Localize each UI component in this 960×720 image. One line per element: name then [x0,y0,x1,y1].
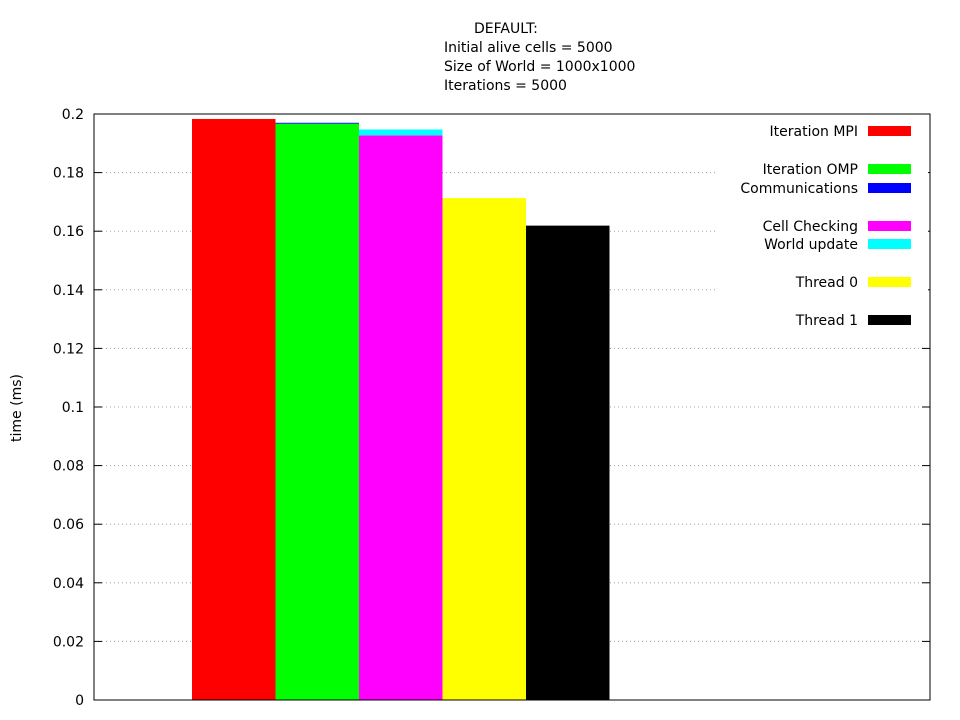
legend-swatch [868,126,911,136]
legend-background [716,118,928,298]
legend-label: Thread 0 [795,275,858,291]
legend-label: Thread 1 [795,313,858,329]
bar-cell-checking [359,135,443,700]
y-tick-label: 0.06 [53,517,84,533]
bar-thread-1 [526,225,610,700]
y-tick-label: 0.08 [53,459,84,475]
legend-swatch [868,183,911,193]
legend-swatch [868,221,911,231]
legend-label: Cell Checking [763,219,858,235]
y-axis-ticks: 0 0.02 0.04 0.06 0.08 0.1 0.12 0.14 0.16 0.18 0.2 [53,107,930,709]
bar-iteration-omp [275,123,359,700]
y-tick-label: 0.16 [53,224,84,240]
bar-world-update [359,129,443,136]
y-axis-label: time (ms) [9,374,25,442]
bars [192,118,610,700]
legend-label: Communications [740,181,858,197]
y-tick-label: 0.14 [53,283,84,299]
y-tick-label: 0.1 [62,400,84,416]
y-tick-label: 0 [75,693,84,709]
chart-title: DEFAULT: Initial alive cells = 5000 Size… [444,21,635,94]
bar-communications [275,122,359,124]
y-tick-label: 0.2 [62,107,84,123]
title-line-2: Initial alive cells = 5000 [444,40,613,56]
y-tick-label: 0.18 [53,166,84,182]
legend-swatch [868,315,911,325]
legend-label: Iteration MPI [770,124,858,140]
y-tick-label: 0.02 [53,634,84,650]
legend-label: World update [764,237,858,253]
y-tick-label: 0.04 [53,576,84,592]
bar-iteration-mpi [192,118,276,700]
bar-thread-0 [442,198,526,700]
title-line-1: DEFAULT: [474,21,538,37]
title-line-4: Iterations = 5000 [444,78,567,94]
y-tick-label: 0.12 [53,341,84,357]
legend-swatch [868,164,911,174]
legend: Iteration MPI Iteration OMP Communications… [716,118,928,329]
legend-swatch [868,239,911,249]
title-line-3: Size of World = 1000x1000 [444,59,635,75]
plot-border [93,113,931,701]
legend-swatch [868,277,911,287]
legend-label: Iteration OMP [763,162,858,178]
